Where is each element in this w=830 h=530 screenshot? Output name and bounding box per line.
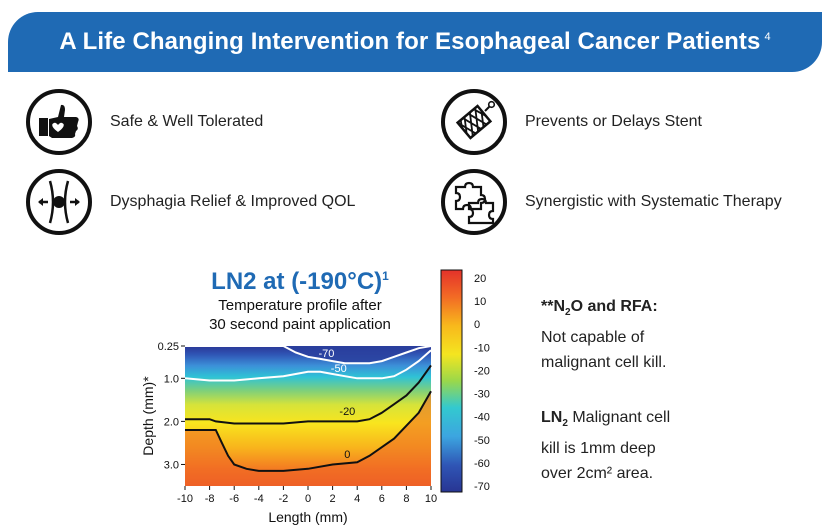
heatmap-cold-region — [185, 346, 431, 364]
x-tick-label: 0 — [305, 493, 311, 505]
feature-label: Synergistic with Systematic Therapy — [525, 193, 782, 210]
x-axis-label: Length (mm) — [268, 509, 347, 525]
ln2-line1: Malignant cell — [567, 409, 671, 426]
x-tick-label: 2 — [330, 493, 336, 505]
colorbar-tick-label: -30 — [474, 389, 490, 401]
colorbar-tick-label: -20 — [474, 365, 490, 377]
chart-subtitle-line2: 30 second paint application — [209, 316, 391, 333]
feature-safe: Safe & Well Tolerated — [26, 89, 263, 155]
puzzle-pieces-icon — [441, 169, 507, 235]
ln2-line2: kill is 1mm deep — [541, 440, 656, 458]
colorbar-tick-label: 20 — [474, 273, 486, 285]
header-banner: A Life Changing Intervention for Esophag… — [8, 12, 822, 72]
heatmap-warm-region — [185, 391, 431, 486]
ln2-note: LN2 Malignant cell kill is 1mm deep over… — [541, 405, 670, 486]
chart-title-block: LN2 at (-190°C)1 Temperature profile aft… — [190, 268, 410, 334]
n2o-line2: malignant cell kill. — [541, 354, 667, 372]
contour-line — [184, 349, 432, 382]
x-tick-label: -8 — [205, 493, 215, 505]
ln2-line3: over 2cm² area. — [541, 465, 654, 483]
colorbar-tick-label: 10 — [474, 296, 486, 308]
stent-mesh-icon — [441, 89, 507, 155]
feature-synergistic: Synergistic with Systematic Therapy — [441, 169, 782, 235]
y-tick-label: 0.25 — [158, 341, 179, 353]
colorbar-tick-label: -10 — [474, 342, 490, 354]
y-axis-label: Depth (mm)* — [140, 376, 156, 456]
x-tick-label: 10 — [425, 493, 437, 505]
chart-title: LN2 at (-190°C)1 — [211, 268, 389, 295]
n2o-rfa-title: **N2O and RFA: — [541, 298, 658, 319]
chart-subtitle-line1: Temperature profile after — [218, 297, 382, 314]
feature-label: Dysphagia Relief & Improved QOL — [110, 193, 356, 210]
x-tick-label: 6 — [379, 493, 385, 505]
title-reference: 4 — [764, 31, 771, 43]
contour-line — [185, 390, 432, 472]
x-tick-label: -2 — [279, 493, 289, 505]
y-tick-label: 2.0 — [164, 416, 179, 428]
x-tick-label: 8 — [403, 493, 409, 505]
contour-line — [185, 345, 432, 365]
colorbar-tick-label: -50 — [474, 435, 490, 447]
colorbar-tick-label: -40 — [474, 412, 490, 424]
x-tick-label: -6 — [229, 493, 239, 505]
x-tick-label: -10 — [177, 493, 193, 505]
contour-label: -50 — [331, 363, 347, 375]
contour-label: 0 — [344, 449, 350, 461]
thumbs-up-heart-icon — [26, 89, 92, 155]
y-tick-label: 3.0 — [164, 459, 179, 471]
n2o-line1: Not capable of — [541, 329, 645, 347]
contour-label: -70 — [318, 348, 334, 360]
y-tick-label: 1.0 — [164, 373, 179, 385]
colorbar-tick-label: 0 — [474, 319, 480, 331]
colorbar-tick-label: -60 — [474, 458, 490, 470]
x-tick-label: -4 — [254, 493, 264, 505]
contour-line — [185, 364, 432, 425]
page-title: A Life Changing Intervention for Esophag… — [59, 28, 771, 55]
feature-label: Prevents or Delays Stent — [525, 113, 702, 130]
colorbar-tick-label: -70 — [474, 481, 490, 493]
feature-dysphagia: Dysphagia Relief & Improved QOL — [26, 169, 355, 235]
ln2-title: LN2 — [541, 409, 568, 430]
x-tick-label: 4 — [354, 493, 360, 505]
feature-label: Safe & Well Tolerated — [110, 113, 264, 130]
feature-stent: Prevents or Delays Stent — [441, 89, 702, 155]
n2o-rfa-note: **N2O and RFA: Not capable of malignant … — [541, 294, 666, 375]
esophagus-expand-icon — [26, 169, 92, 235]
chart-title-reference: 1 — [382, 269, 389, 283]
colorbar — [440, 269, 463, 493]
contour-label: -20 — [339, 406, 355, 418]
